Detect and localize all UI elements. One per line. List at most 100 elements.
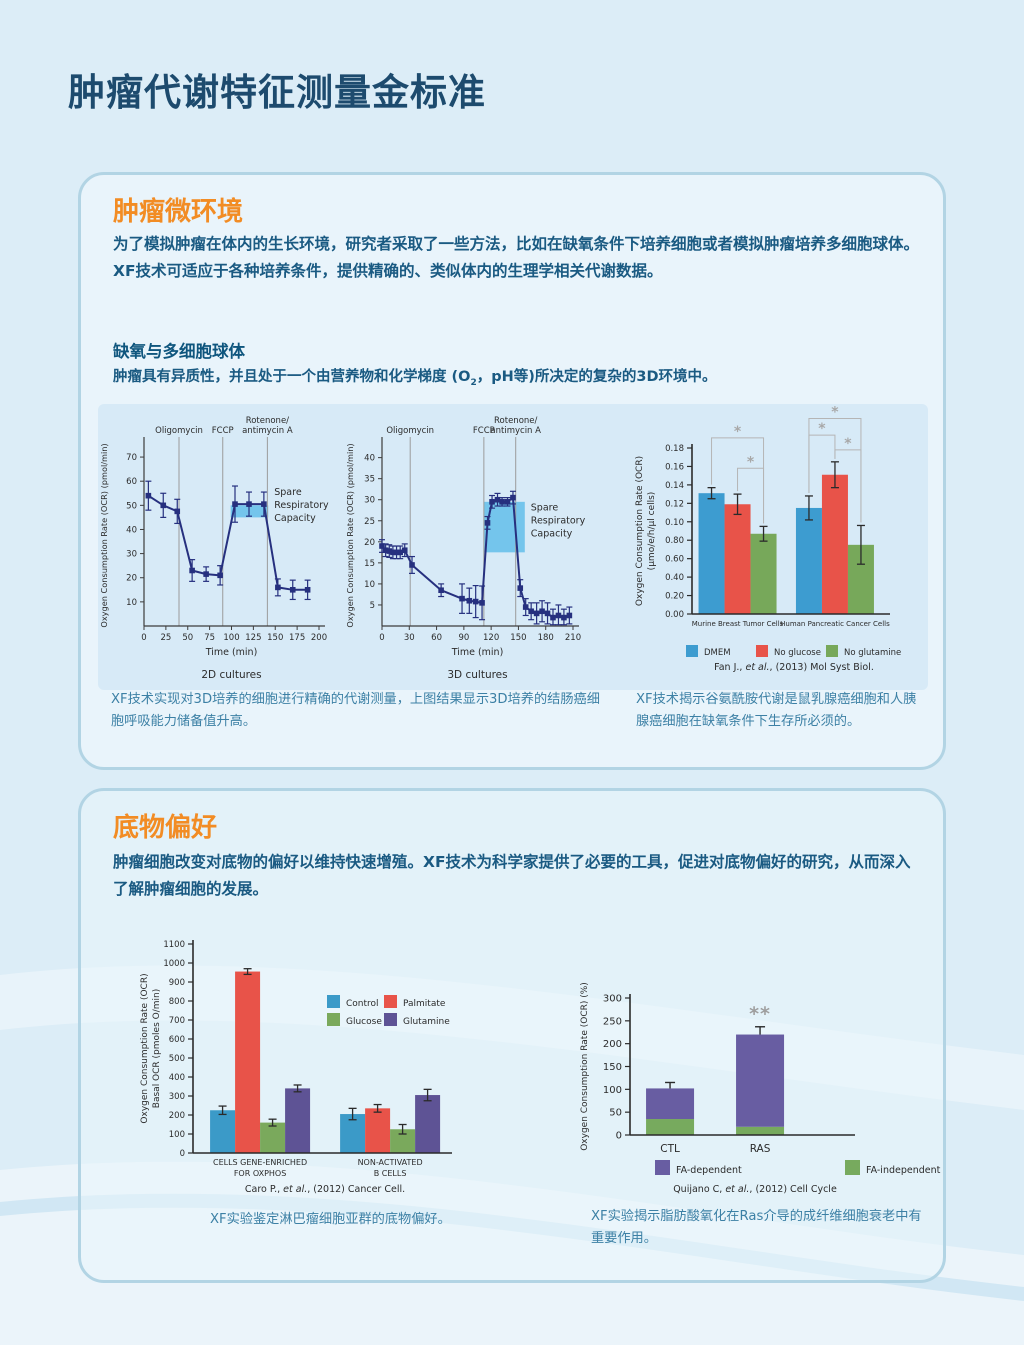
svg-text:CELLS GENE-ENRICHED: CELLS GENE-ENRICHED — [213, 1158, 307, 1167]
svg-text:Oligomycin: Oligomycin — [155, 426, 203, 436]
svg-text:antimycin A: antimycin A — [490, 426, 541, 436]
hypoxia-text-post: ，pH等)所决定的复杂的3D环境中。 — [476, 369, 717, 385]
svg-text:20: 20 — [126, 574, 137, 584]
svg-text:40: 40 — [364, 454, 375, 464]
svg-text:**: ** — [749, 1003, 771, 1025]
svg-text:800: 800 — [169, 997, 185, 1007]
svg-text:RAS: RAS — [750, 1143, 771, 1155]
svg-text:150: 150 — [510, 633, 526, 643]
chart-fa-dependence-stacked: 0 50 100 150 200 250 300 Oxygen Consumption Rat… — [580, 982, 941, 1195]
svg-text:60: 60 — [431, 633, 442, 643]
svg-text:200: 200 — [311, 633, 327, 643]
chart-2d-cultures-line: Spare Respiratory Capacity Oligomycin FCCP Ro… — [99, 416, 329, 681]
svg-text:Rotenone/: Rotenone/ — [494, 416, 537, 426]
svg-text:30: 30 — [126, 550, 137, 560]
svg-text:0.18: 0.18 — [665, 444, 684, 454]
svg-text:180: 180 — [538, 633, 554, 643]
svg-text:Glucose: Glucose — [346, 1017, 382, 1027]
svg-text:Respiratory: Respiratory — [531, 516, 586, 527]
svg-text:Caro P., et al., (2012) Cancer: Caro P., et al., (2012) Cancer Cell. — [245, 1184, 405, 1195]
svg-text:Murine Breast Tumor Cells: Murine Breast Tumor Cells — [692, 620, 784, 628]
hypoxia-spheroid-text: 肿瘤具有异质性，并且处于一个由营养物和化学梯度 (O2，pH等)所决定的复杂的3… — [113, 365, 921, 392]
svg-text:120: 120 — [483, 633, 499, 643]
svg-text:75: 75 — [204, 633, 215, 643]
svg-text:Oxygen Consumption Rate (OCR): Oxygen Consumption Rate (OCR) (pmol/min) — [345, 443, 355, 627]
svg-text:NON-ACTIVATED: NON-ACTIVATED — [358, 1158, 423, 1167]
svg-text:Spare: Spare — [531, 503, 559, 514]
hypoxia-spheroid-subheading: 缺氧与多细胞球体 — [113, 342, 245, 361]
caption-lymphoma-substrate: XF实验鉴定淋巴瘤细胞亚群的底物偏好。 — [210, 1212, 451, 1227]
svg-text:0.60: 0.60 — [665, 555, 684, 565]
svg-text:*: * — [734, 424, 742, 440]
svg-text:0: 0 — [379, 633, 384, 643]
svg-text:DMEM: DMEM — [704, 648, 731, 658]
svg-text:Oxygen Consumption Rate (OCR): Oxygen Consumption Rate (OCR) — [140, 973, 150, 1123]
svg-text:200: 200 — [169, 1111, 185, 1121]
svg-text:*: * — [747, 454, 755, 470]
svg-text:*: * — [818, 421, 826, 437]
svg-text:100: 100 — [223, 633, 239, 643]
svg-text:Oxygen Consumption Rate (OCR): Oxygen Consumption Rate (OCR) (%) — [580, 982, 590, 1151]
section-heading-substrate: 底物偏好 — [113, 813, 218, 843]
substrate-intro-text: 肿瘤细胞改变对底物的偏好以维持快速增殖。XF技术为科学家提供了必要的工具，促进对… — [113, 853, 911, 899]
svg-text:125: 125 — [245, 633, 261, 643]
svg-text:210: 210 — [565, 633, 581, 643]
svg-text:100: 100 — [169, 1130, 185, 1140]
svg-text:60: 60 — [126, 477, 137, 487]
svg-text:Spare: Spare — [274, 487, 302, 498]
svg-text:Capacity: Capacity — [531, 529, 573, 540]
svg-text:0.10: 0.10 — [665, 518, 684, 528]
svg-text:500: 500 — [169, 1054, 185, 1064]
svg-text:25: 25 — [160, 633, 171, 643]
svg-text:(μmo/e/h/μl cells): (μmo/e/h/μl cells) — [647, 492, 657, 571]
svg-text:Human Pancreatic Cancer Cell: Human Pancreatic Cancer Cells — [780, 620, 890, 628]
svg-text:90: 90 — [458, 633, 469, 643]
svg-text:175: 175 — [289, 633, 305, 643]
svg-text:300: 300 — [169, 1092, 185, 1102]
svg-text:Glutamine: Glutamine — [403, 1017, 450, 1027]
svg-text:Respiratory: Respiratory — [274, 500, 329, 511]
svg-text:Quijano C, et al., (2012) Cell: Quijano C, et al., (2012) Cell Cycle — [673, 1184, 837, 1195]
svg-text:CTL: CTL — [660, 1143, 680, 1155]
svg-text:100: 100 — [603, 1085, 622, 1096]
svg-text:35: 35 — [364, 475, 375, 485]
svg-text:700: 700 — [169, 1016, 185, 1026]
svg-text:400: 400 — [169, 1073, 185, 1083]
svg-text:0: 0 — [141, 633, 146, 643]
svg-text:5: 5 — [370, 601, 375, 611]
svg-text:Palmitate: Palmitate — [403, 999, 446, 1009]
svg-text:*: * — [844, 436, 852, 452]
svg-text:Capacity: Capacity — [274, 513, 316, 524]
chart-ocr-media-bars: 0.00 0.20 0.40 0.60 0.80 0.10 0.12 0.14 0.16 0.18… — [635, 404, 901, 673]
microenvironment-intro-text: 为了模拟肿瘤在体内的生长环境，研究者采取了一些方法，比如在缺氧条件下培养细胞或者… — [113, 235, 920, 281]
svg-text:Oxygen Consumption Rate (OCR): Oxygen Consumption Rate (OCR) — [635, 456, 645, 606]
svg-text:0: 0 — [180, 1149, 185, 1159]
svg-text:300: 300 — [603, 994, 622, 1005]
svg-text:10: 10 — [364, 580, 375, 590]
svg-text:FCCP: FCCP — [212, 426, 234, 436]
svg-text:FA-independent: FA-independent — [866, 1165, 941, 1176]
svg-text:Fan J., et al., (2013) Mol Sys: Fan J., et al., (2013) Mol Syst Biol. — [714, 662, 874, 673]
svg-text:150: 150 — [603, 1062, 622, 1073]
svg-text:FCCP: FCCP — [473, 426, 495, 436]
svg-text:70: 70 — [126, 453, 137, 463]
svg-text:0.20: 0.20 — [665, 592, 684, 602]
svg-text:Basal OCR (pmoles O/min): Basal OCR (pmoles O/min) — [152, 989, 162, 1108]
svg-text:1100: 1100 — [163, 940, 185, 950]
svg-text:0.12: 0.12 — [665, 499, 684, 509]
hypoxia-text-pre: 肿瘤具有异质性，并且处于一个由营养物和化学梯度 (O — [113, 369, 471, 385]
svg-text:antimycin A: antimycin A — [242, 426, 293, 436]
svg-text:No glutamine: No glutamine — [844, 648, 901, 658]
svg-text:50: 50 — [126, 501, 137, 511]
svg-text:50: 50 — [609, 1108, 622, 1119]
svg-text:250: 250 — [603, 1016, 622, 1027]
svg-text:Control: Control — [346, 999, 379, 1009]
caption-3d-respiration: XF技术实现对3D培养的细胞进行精确的代谢测量，上图结果显示3D培养的结肠癌细胞… — [111, 692, 600, 729]
page-title: 肿瘤代谢特征测量金标准 — [68, 71, 486, 114]
o2-subscript: 2 — [470, 377, 477, 388]
svg-text:50: 50 — [182, 633, 193, 643]
svg-text:Time (min): Time (min) — [451, 647, 504, 658]
caption-glutamine-hypoxia: XF技术揭示谷氨酰胺代谢是鼠乳腺癌细胞和人胰腺癌细胞在缺氧条件下生存所必须的。 — [636, 692, 917, 729]
svg-text:0.16: 0.16 — [665, 462, 684, 472]
svg-text:30: 30 — [404, 633, 415, 643]
